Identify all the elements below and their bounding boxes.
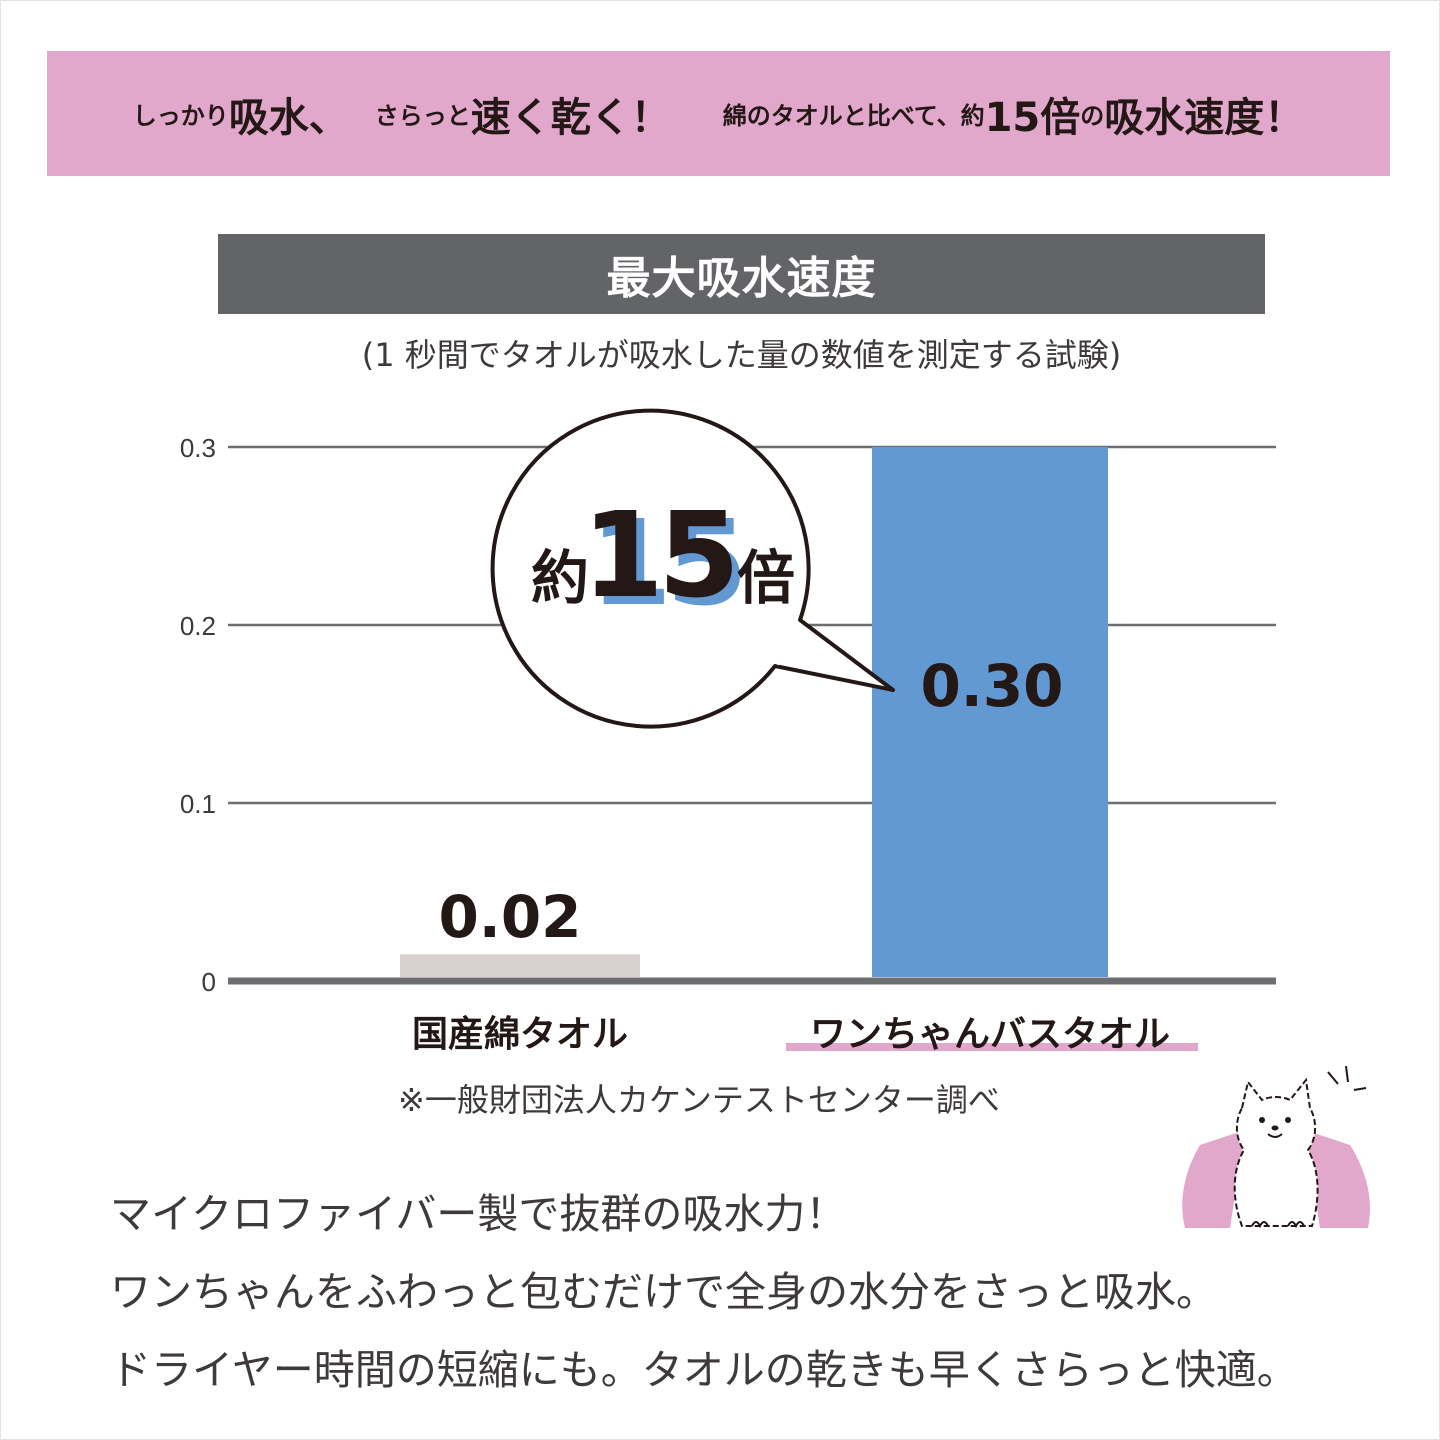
callout-number: 15 [582, 486, 734, 624]
callout-bubble [490, 408, 895, 729]
bar [400, 954, 640, 977]
headline-banner: しっかり 吸水、 さらっと 速く乾く！ 綿のタオルと比べて、約 15倍 の 吸水… [47, 51, 1390, 176]
callout-prefix: 約 [531, 544, 589, 612]
source-note: ※一般財団法人カケンテストセンター調べ [398, 1081, 1000, 1119]
banner-text-3: さらっと [374, 102, 471, 130]
description-line-3: ドライヤー時間の短縮にも。タオルの乾きも早くさらっと快適。 [110, 1346, 1298, 1394]
y-tick-label: 0 [202, 967, 216, 997]
description-line-1: マイクロファイバー製で抜群の吸水力！ [110, 1190, 847, 1238]
callout-suffix: 倍 [737, 544, 795, 612]
x-category-label: 国産綿タオル [412, 1014, 628, 1055]
data-label: 0.02 [438, 883, 581, 951]
callout-number-shadow: 15 [590, 494, 742, 632]
bar [872, 447, 1108, 977]
banner-text-4: 速く乾く！ [470, 94, 671, 141]
y-tick-label: 0.2 [180, 611, 216, 641]
banner-text-8: 吸水速度！ [1104, 94, 1305, 141]
chart-subtitle: (1 秒間でタオルが吸水した量の数値を測定する試験) [361, 336, 1122, 374]
y-tick-label: 0.1 [180, 789, 216, 819]
description: マイクロファイバー製で抜群の吸水力！ ワンちゃんをふわっと包むだけで全身の水分を… [110, 1175, 1298, 1409]
description-line-2: ワンちゃんをふわっと包むだけで全身の水分をさっと吸水。 [110, 1268, 1217, 1316]
banner-text-1: しっかり [132, 102, 229, 130]
x-category-label: ワンちゃんバスタオル [810, 1014, 1170, 1055]
data-label: 0.30 [920, 652, 1063, 720]
banner-text-7: の [1080, 102, 1105, 130]
banner-text-2: 吸水、 [228, 94, 349, 141]
callout-seam [773, 620, 801, 666]
banner-text-5: 綿のタオルと比べて、約 [722, 102, 985, 130]
category-highlight-underline [786, 1043, 1198, 1051]
dog-illustration [1182, 1065, 1370, 1229]
banner-text-6: 15倍 [984, 94, 1081, 141]
chart-title: 最大吸水速度 [218, 234, 1265, 314]
y-tick-label: 0.3 [180, 433, 216, 463]
